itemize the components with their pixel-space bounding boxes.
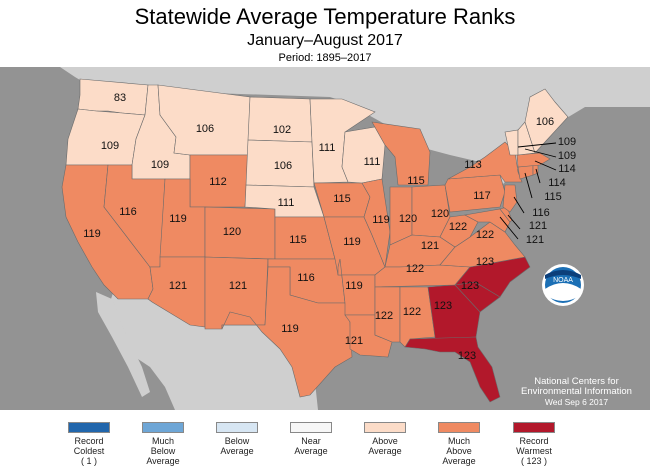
rank-ma: 114 bbox=[558, 163, 576, 175]
state-florida bbox=[404, 336, 501, 403]
legend-swatch bbox=[68, 422, 110, 433]
state-connecticut bbox=[517, 164, 534, 180]
rank-ny: 113 bbox=[464, 159, 482, 171]
rank-co: 120 bbox=[223, 226, 241, 238]
rank-vt: 109 bbox=[558, 136, 576, 148]
legend-item-much-below: Much Below Average bbox=[128, 422, 198, 466]
rank-oh: 120 bbox=[431, 208, 449, 220]
state-michigan bbox=[371, 121, 431, 186]
rank-mi: 115 bbox=[407, 175, 425, 187]
mexico-land bbox=[105, 287, 318, 410]
rank-labels: 83 109 119 109 116 106 112 119 120 121 121 102 106 11… bbox=[83, 92, 576, 362]
rank-nj: 116 bbox=[532, 207, 550, 219]
rank-ct: 115 bbox=[544, 191, 562, 203]
rank-id: 109 bbox=[151, 159, 169, 171]
rank-ut: 119 bbox=[169, 213, 187, 225]
rank-mn: 111 bbox=[319, 142, 336, 154]
legend-item-below: Below Average bbox=[202, 422, 272, 456]
rank-ne: 111 bbox=[278, 197, 295, 209]
rank-de: 121 bbox=[529, 220, 547, 232]
state-new-jersey bbox=[502, 184, 518, 213]
rank-ia: 115 bbox=[333, 193, 351, 205]
rank-mo: 119 bbox=[343, 236, 361, 248]
rank-in: 120 bbox=[399, 213, 417, 225]
rank-nm: 121 bbox=[229, 280, 247, 292]
rank-nc: 123 bbox=[476, 256, 494, 268]
state-texas bbox=[221, 266, 353, 398]
state-wisconsin bbox=[341, 126, 386, 184]
rank-wi: 111 bbox=[364, 156, 381, 168]
legend-swatch bbox=[513, 422, 555, 433]
rank-fl: 123 bbox=[458, 350, 476, 362]
rank-ri: 114 bbox=[548, 177, 566, 189]
legend-item-record-coldest: Record Coldest ( 1 ) bbox=[54, 422, 124, 466]
legend-item-above: Above Average bbox=[350, 422, 420, 456]
state-illinois bbox=[361, 178, 391, 269]
rank-md: 121 bbox=[526, 234, 544, 246]
rank-nv: 116 bbox=[119, 206, 137, 218]
legend-swatch bbox=[438, 422, 480, 433]
noaa-logo: NOAA bbox=[542, 264, 584, 306]
rank-ga: 123 bbox=[434, 300, 452, 312]
legend-label: Much Above Average bbox=[442, 436, 476, 466]
rank-az: 121 bbox=[169, 280, 187, 292]
rank-va: 122 bbox=[476, 229, 494, 241]
noaa-logo-text: NOAA bbox=[553, 277, 573, 284]
rank-al: 122 bbox=[403, 306, 421, 318]
rank-wy: 112 bbox=[209, 176, 227, 188]
rank-la: 121 bbox=[345, 335, 363, 347]
legend-item-much-above: Much Above Average bbox=[424, 422, 494, 466]
rank-tx: 119 bbox=[281, 323, 299, 335]
rank-nh: 109 bbox=[558, 150, 576, 162]
leader-lines bbox=[499, 142, 557, 240]
legend-swatch bbox=[364, 422, 406, 433]
state-new-york bbox=[447, 141, 523, 183]
rank-sc: 123 bbox=[461, 280, 479, 292]
rank-ks: 115 bbox=[289, 234, 307, 246]
map-subtitle: January–August 2017 bbox=[247, 32, 403, 49]
rank-ok: 116 bbox=[297, 272, 315, 284]
legend-swatch bbox=[142, 422, 184, 433]
rank-wv: 122 bbox=[449, 221, 467, 233]
legend: Record Coldest ( 1 ) Much Below Average Be… bbox=[0, 412, 650, 475]
legend-label: Near Average bbox=[294, 436, 328, 456]
rank-mt: 106 bbox=[196, 123, 214, 135]
legend-label: Much Below Average bbox=[146, 436, 180, 466]
legend-label: Record Warmest ( 123 ) bbox=[516, 436, 552, 466]
rank-wa: 83 bbox=[114, 92, 126, 104]
credit-date: Wed Sep 6 2017 bbox=[544, 397, 609, 407]
rank-sd: 106 bbox=[274, 160, 292, 172]
legend-label: Record Coldest ( 1 ) bbox=[73, 436, 105, 466]
legend-swatch bbox=[290, 422, 332, 433]
us-map: 83 109 119 109 116 106 112 119 120 121 121 102 106 11… bbox=[0, 67, 650, 410]
rank-ca: 119 bbox=[83, 228, 101, 240]
state-maine bbox=[524, 88, 569, 154]
legend-item-near: Near Average bbox=[276, 422, 346, 456]
rank-ky: 121 bbox=[421, 240, 439, 252]
period-label: Period: 1895–2017 bbox=[278, 52, 372, 64]
rank-ar: 119 bbox=[345, 280, 363, 292]
baja-land bbox=[96, 292, 150, 397]
legend-label: Above Average bbox=[368, 436, 402, 456]
rank-me: 106 bbox=[536, 116, 554, 128]
legend-swatch bbox=[216, 422, 258, 433]
rank-ms: 122 bbox=[375, 310, 393, 322]
rank-or: 109 bbox=[101, 140, 119, 152]
credit-block: National Centers for Environmental Infor… bbox=[514, 376, 639, 408]
legend-item-record-warmest: Record Warmest ( 123 ) bbox=[499, 422, 569, 466]
credit-org: National Centers for Environmental Infor… bbox=[521, 376, 632, 397]
map-title: Statewide Average Temperature Ranks bbox=[134, 4, 516, 29]
rank-tn: 122 bbox=[406, 263, 424, 275]
legend-label: Below Average bbox=[220, 436, 254, 456]
rank-pa: 117 bbox=[473, 190, 491, 202]
rank-il: 119 bbox=[372, 214, 390, 226]
rank-nd: 102 bbox=[273, 124, 291, 136]
